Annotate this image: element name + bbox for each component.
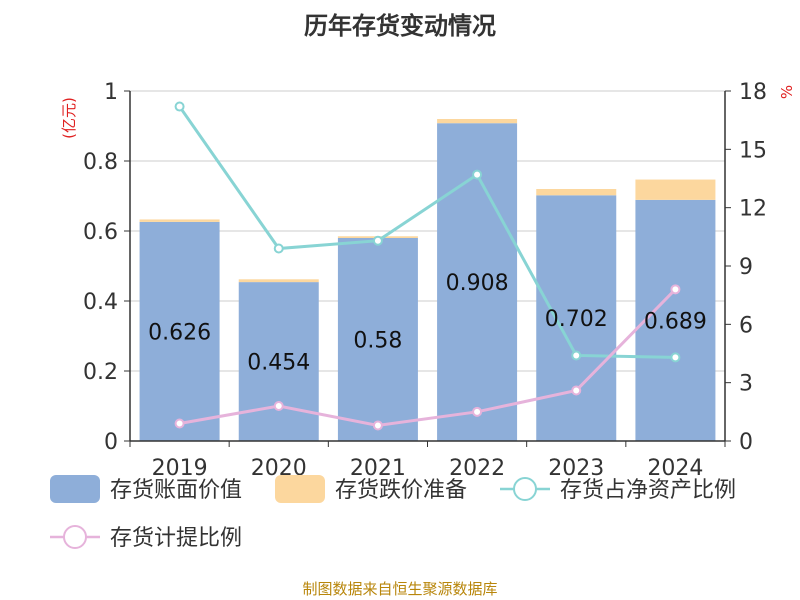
point-impairment-ratio: [273, 401, 284, 411]
chart-title: 历年存货变动情况: [304, 12, 496, 40]
bar-book-value: [536, 195, 617, 441]
bar-impairment-reserve: [536, 189, 617, 196]
bar-value-label: 0.454: [247, 351, 310, 376]
x-axis-tick-label: 2024: [647, 456, 703, 481]
x-axis-tick-label: 2021: [350, 456, 406, 481]
legend-book-value-swatch: [50, 475, 100, 503]
right-axis-tick-label: 18: [739, 80, 767, 105]
point-impairment-ratio: [670, 284, 681, 295]
bar-value-label: 0.626: [148, 320, 211, 345]
point-inventory-to-net-assets: [372, 235, 383, 246]
right-axis-tick-label: 12: [739, 197, 767, 222]
legend-impairment-ratio-marker: [63, 525, 87, 549]
point-inventory-to-net-assets: [273, 243, 284, 254]
legend-impairment-reserve-swatch: [275, 475, 325, 503]
bar-value-label: 0.689: [644, 309, 707, 334]
point-inventory-to-net-assets: [472, 169, 483, 180]
bar-value-label: 0.58: [353, 329, 402, 354]
bar-value-label: 0.702: [545, 307, 608, 332]
right-axis-tick-label: 3: [739, 372, 753, 397]
data-source: 制图数据来自恒生聚源数据库: [302, 580, 497, 598]
right-axis-tick-label: 0: [739, 430, 753, 455]
line-impairment-ratio: [179, 288, 677, 427]
bar-impairment-reserve: [437, 119, 518, 124]
legend-inventory-to-net-assets-label: 存货占净资产比例: [560, 478, 736, 503]
bar-book-value: [238, 282, 319, 441]
point-impairment-ratio: [372, 420, 383, 431]
bar-book-value: [635, 199, 716, 441]
x-axis-tick-label: 2023: [548, 456, 604, 481]
right-axis-unit: %: [778, 85, 796, 99]
bar-impairment-reserve: [238, 279, 319, 283]
point-inventory-to-net-assets: [174, 101, 185, 112]
left-axis-unit: (亿元): [60, 97, 78, 139]
point-inventory-to-net-assets: [571, 350, 582, 361]
bar-value-label: 0.908: [446, 271, 509, 296]
left-axis-tick-label: 1: [104, 80, 118, 105]
bar-book-value: [139, 221, 220, 441]
left-axis-tick-label: 0: [104, 430, 118, 455]
line-inventory-to-net-assets: [178, 105, 676, 359]
right-axis-tick-label: 9: [739, 255, 753, 280]
point-impairment-ratio: [472, 406, 483, 417]
x-axis-tick-label: 2019: [152, 456, 208, 481]
point-impairment-ratio: [571, 385, 582, 396]
left-axis-tick-label: 0.4: [83, 290, 118, 315]
right-axis-tick-label: 15: [739, 138, 767, 163]
bar-impairment-reserve: [139, 219, 220, 222]
x-axis-tick-label: 2022: [449, 456, 505, 481]
legend-book-value-label: 存货账面价值: [110, 478, 242, 503]
bar-book-value: [337, 238, 418, 441]
right-axis-tick-label: 6: [739, 313, 753, 338]
legend-impairment-ratio-label: 存货计提比例: [110, 526, 242, 551]
left-axis-tick-label: 0.2: [83, 360, 118, 385]
point-inventory-to-net-assets: [670, 352, 681, 363]
legend-inventory-to-net-assets-marker: [513, 477, 537, 501]
point-impairment-ratio: [174, 418, 185, 429]
bar-impairment-reserve: [635, 179, 716, 200]
legend-impairment-reserve-label: 存货跌价准备: [335, 478, 467, 503]
left-axis-tick-label: 0.6: [83, 220, 118, 245]
left-axis-tick-label: 0.8: [83, 150, 118, 175]
